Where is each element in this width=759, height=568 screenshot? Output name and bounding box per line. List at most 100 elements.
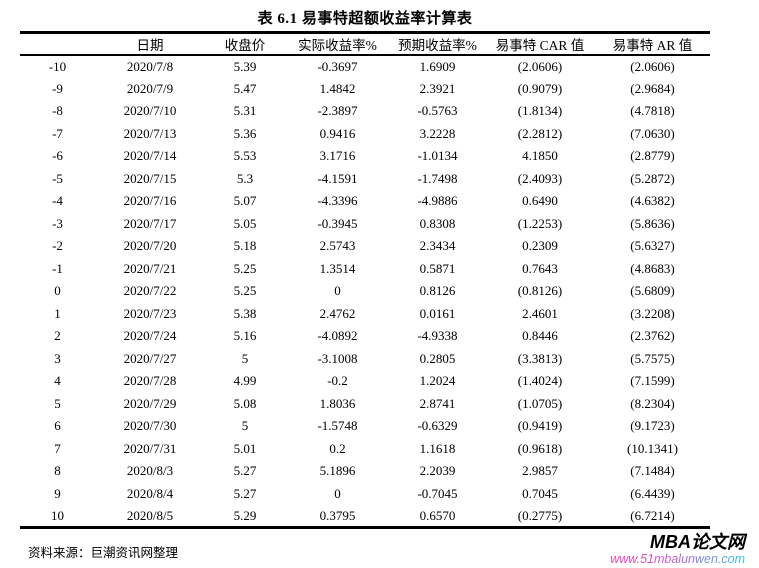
cell-close-price: 5.08 (233, 395, 257, 411)
cell-close-price: 4.99 (233, 373, 257, 389)
cell-close-price: 5 (241, 350, 249, 366)
cell-expected-return: 1.2024 (419, 373, 456, 389)
cell-expected-return: 0.5871 (419, 260, 456, 276)
cell-ar-value: (2.3762) (630, 328, 675, 344)
table-row: -7 2020/7/13 5.36 0.9416 3.2228 (2.2812) (7.06… (20, 123, 710, 146)
cell-ar-value: (6.4439) (630, 485, 675, 501)
table-row: 6 2020/7/30 5 -1.5748 -0.6329 (0.9419) (9.1723… (20, 415, 710, 438)
cell-expected-return: 2.3921 (419, 80, 456, 96)
cell-actual-return: 1.3514 (319, 260, 356, 276)
cell-ar-value: (2.9684) (630, 80, 675, 96)
cell-car-value: (1.0705) (517, 395, 563, 411)
cell-actual-return: 3.1716 (319, 148, 356, 164)
cell-ar-value: (3.2208) (630, 305, 675, 321)
cell-day: -3 (52, 215, 63, 231)
cell-actual-return: -1.5748 (317, 418, 358, 434)
table-row: -8 2020/7/10 5.31 -2.3897 -0.5763 (1.8134) (4.… (20, 100, 710, 123)
cell-actual-return: 1.4842 (319, 80, 356, 96)
cell-close-price: 5.38 (233, 305, 257, 321)
cell-ar-value: (7.1484) (630, 463, 675, 479)
cell-car-value: 2.4601 (522, 305, 558, 321)
cell-actual-return: -0.3945 (317, 215, 358, 231)
table-row: -9 2020/7/9 5.47 1.4842 2.3921 (0.9079) (2.968… (20, 78, 710, 101)
cell-actual-return: 2.4762 (319, 305, 356, 321)
cell-car-value: 0.8446 (522, 328, 558, 344)
cell-day: -10 (48, 58, 67, 74)
cell-day: 2 (54, 328, 61, 344)
cell-ar-value: (7.0630) (630, 125, 675, 141)
table-title: 表 6.1 易事特超额收益率计算表 (257, 11, 473, 27)
cell-car-value: 0.6490 (522, 193, 558, 209)
cell-date: 2020/8/4 (126, 485, 174, 501)
cell-day: -7 (52, 125, 63, 141)
cell-expected-return: 1.6909 (419, 58, 456, 74)
table-row: -5 2020/7/15 5.3 -4.1591 -1.7498 (2.4093) (5.2… (20, 168, 710, 191)
cell-ar-value: (6.7214) (630, 507, 675, 523)
table-row: 2 2020/7/24 5.16 -4.0892 -4.9338 0.8446 (2.376… (20, 325, 710, 348)
cell-day: 8 (54, 463, 61, 479)
cell-date: 2020/8/5 (126, 507, 174, 523)
cell-day: 10 (51, 507, 64, 523)
cell-car-value: (0.2775) (517, 507, 563, 523)
cell-close-price: 5.16 (233, 328, 257, 344)
table-row: 5 2020/7/29 5.08 1.8036 2.8741 (1.0705) (8.230… (20, 393, 710, 416)
cell-car-value: (1.4024) (517, 373, 563, 389)
cell-car-value: 0.2309 (522, 238, 558, 254)
cell-car-value: (1.2253) (517, 215, 563, 231)
header-ar-value: 易事特 AR 值 (612, 38, 693, 53)
table-row: 7 2020/7/31 5.01 0.2 1.1618 (0.9618) (10.1341) (20, 438, 710, 461)
table-row: 1 2020/7/23 5.38 2.4762 0.0161 2.4601 (3.2208) (20, 303, 710, 326)
cell-close-price: 5.01 (233, 440, 257, 456)
cell-close-price: 5.27 (233, 463, 257, 479)
cell-expected-return: 1.1618 (419, 440, 456, 456)
cell-date: 2020/7/14 (123, 148, 177, 164)
watermark: MBA论文网 www.51mbalunwen.com (610, 532, 745, 567)
cell-close-price: 5.29 (233, 507, 257, 523)
cell-actual-return: 0.9416 (319, 125, 356, 141)
table-row: 4 2020/7/28 4.99 -0.2 1.2024 (1.4024) (7.1599) (20, 370, 710, 393)
table-row: 3 2020/7/27 5 -3.1008 0.2805 (3.3813) (5.7575) (20, 348, 710, 371)
cell-actual-return: 2.5743 (319, 238, 356, 254)
cell-expected-return: 3.2228 (419, 125, 456, 141)
cell-actual-return: -4.3396 (317, 193, 358, 209)
cell-close-price: 5.25 (233, 260, 257, 276)
table-row: -10 2020/7/8 5.39 -0.3697 1.6909 (2.0606) (2.0… (20, 55, 710, 78)
cell-day: -6 (52, 148, 63, 164)
cell-date: 2020/8/3 (126, 463, 174, 479)
table-body: -10 2020/7/8 5.39 -0.3697 1.6909 (2.0606) (2.0… (20, 55, 710, 528)
cell-expected-return: 0.6570 (419, 507, 456, 523)
cell-date: 2020/7/29 (123, 395, 177, 411)
cell-expected-return: 2.3434 (419, 238, 456, 254)
source-note: 资料来源：巨潮资讯网整理 (28, 546, 179, 560)
cell-ar-value: (5.8636) (630, 215, 675, 231)
cell-date: 2020/7/27 (123, 350, 177, 366)
cell-close-price: 5.36 (233, 125, 257, 141)
cell-day: -2 (52, 238, 63, 254)
cell-ar-value: (5.6809) (630, 283, 675, 299)
cell-ar-value: (4.6382) (630, 193, 675, 209)
cell-day: 4 (54, 373, 61, 389)
cell-actual-return: 5.1896 (319, 463, 356, 479)
table-row: -4 2020/7/16 5.07 -4.3396 -4.9886 0.6490 (4.63… (20, 190, 710, 213)
cell-actual-return: -0.2 (327, 373, 348, 389)
cell-date: 2020/7/15 (123, 170, 177, 186)
cell-date: 2020/7/28 (123, 373, 177, 389)
cell-car-value: (0.9079) (517, 80, 563, 96)
cell-expected-return: -0.6329 (417, 418, 458, 434)
table-row: 10 2020/8/5 5.29 0.3795 0.6570 (0.2775) (6.721… (20, 505, 710, 528)
cell-car-value: 0.7643 (522, 260, 558, 276)
cell-close-price: 5.25 (233, 283, 257, 299)
cell-actual-return: -4.1591 (317, 170, 358, 186)
cell-car-value: 2.9857 (522, 463, 558, 479)
cell-car-value: (3.3813) (517, 350, 563, 366)
excess-return-table: 日期 收盘价 实际收益率% 预期收益率% 易事特 CAR 值 易事特 AR 值 … (20, 31, 710, 529)
cell-day: -1 (52, 260, 63, 276)
watermark-url: www.51mbalunwen.com (610, 551, 745, 566)
cell-date: 2020/7/10 (123, 103, 177, 119)
cell-day: -5 (52, 170, 63, 186)
cell-car-value: (2.2812) (517, 125, 563, 141)
cell-day: 9 (54, 485, 61, 501)
cell-actual-return: 0.2 (329, 440, 346, 456)
cell-expected-return: 0.2805 (419, 350, 456, 366)
cell-car-value: (1.8134) (517, 103, 563, 119)
